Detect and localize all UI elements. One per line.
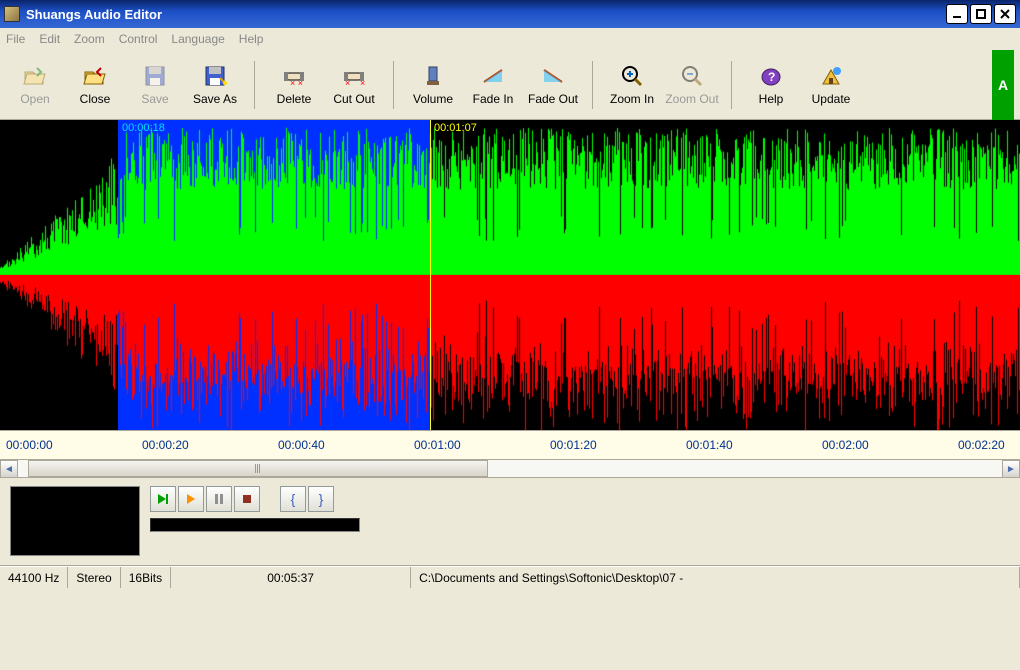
menubar: File Edit Zoom Control Language Help (0, 28, 1020, 50)
horizontal-scrollbar[interactable]: ◄ ► (0, 460, 1020, 478)
minimize-button[interactable] (946, 4, 968, 24)
pause-button[interactable] (206, 486, 232, 512)
toolbar-label: Fade In (473, 92, 514, 106)
close-button[interactable]: Close (66, 57, 124, 113)
app-icon (4, 6, 20, 22)
toolbar-label: Update (812, 92, 851, 106)
brace-left-button[interactable]: { (280, 486, 306, 512)
toolbar-label: Volume (413, 92, 453, 106)
playback-progress[interactable] (150, 518, 360, 532)
toolbar-label: Zoom Out (665, 92, 718, 106)
disk-icon (143, 64, 167, 88)
folder-open-icon (23, 64, 47, 88)
svg-text:×: × (345, 78, 350, 88)
timeline-tick: 00:00:40 (278, 438, 325, 452)
open-button: Open (6, 57, 64, 113)
toolbar-label: Cut Out (333, 92, 374, 106)
toolbar: OpenCloseSaveSave As× ×Delete××Cut OutVo… (0, 50, 1020, 120)
toolbar-label: Delete (277, 92, 312, 106)
play-sel-button[interactable] (150, 486, 176, 512)
timeline-tick: 00:02:00 (822, 438, 869, 452)
save-as-button[interactable]: Save As (186, 57, 244, 113)
playback-panel: {} (0, 478, 1020, 566)
play-button[interactable] (178, 486, 204, 512)
status-duration: 00:05:37 (171, 567, 411, 588)
status-filepath: C:\Documents and Settings\Softonic\Deskt… (411, 567, 1020, 588)
save-button: Save (126, 57, 184, 113)
status-sample-rate: 44100 Hz (0, 567, 68, 588)
toolbar-label: Save As (193, 92, 237, 106)
volume-button[interactable]: Volume (404, 57, 462, 113)
volume-icon (421, 64, 445, 88)
toolbar-label: Help (759, 92, 784, 106)
stop-button[interactable] (234, 486, 260, 512)
cutout-icon: ×× (342, 64, 366, 88)
toolbar-separator (592, 61, 593, 109)
cut-out-button[interactable]: ××Cut Out (325, 57, 383, 113)
timeline-tick: 00:01:40 (686, 438, 733, 452)
svg-text:×: × (360, 78, 365, 88)
toolbar-label: Close (80, 92, 111, 106)
help-button[interactable]: ? Help (742, 57, 800, 113)
menu-file[interactable]: File (6, 32, 25, 46)
fade-out-button[interactable]: Fade Out (524, 57, 582, 113)
status-bits: 16Bits (121, 567, 171, 588)
maximize-button[interactable] (970, 4, 992, 24)
timeline-tick: 00:00:00 (6, 438, 53, 452)
help-icon: ? (759, 64, 783, 88)
timeline-tick: 00:01:00 (414, 438, 461, 452)
toolbar-separator (393, 61, 394, 109)
toolbar-label: Save (141, 92, 168, 106)
timeline-tick: 00:00:20 (142, 438, 189, 452)
svg-text:× ×: × × (290, 78, 303, 88)
folder-close-icon (83, 64, 107, 88)
scroll-track[interactable] (18, 460, 1002, 477)
scroll-left-button[interactable]: ◄ (0, 460, 18, 478)
menu-zoom[interactable]: Zoom (74, 32, 105, 46)
playback-buttons: {} (150, 486, 360, 512)
menu-control[interactable]: Control (119, 32, 158, 46)
waveform-display[interactable]: 00:00:18 00:01:07 (0, 120, 1020, 430)
status-channels: Stereo (68, 567, 120, 588)
delete-icon: × × (282, 64, 306, 88)
fadeout-icon (541, 64, 565, 88)
toolbar-separator (731, 61, 732, 109)
menu-help[interactable]: Help (239, 32, 264, 46)
fadein-icon (481, 64, 505, 88)
update-icon (819, 64, 843, 88)
zoom-in-button[interactable]: Zoom In (603, 57, 661, 113)
toolbar-label: Fade Out (528, 92, 578, 106)
selection-start-label: 00:00:18 (122, 122, 165, 134)
zoomin-icon (620, 64, 644, 88)
toolbar-label: Zoom In (610, 92, 654, 106)
selection-end-label: 00:01:07 (434, 122, 477, 134)
scroll-right-button[interactable]: ► (1002, 460, 1020, 478)
brace-right-button[interactable]: } (308, 486, 334, 512)
window-title: Shuangs Audio Editor (26, 7, 946, 22)
toolbar-label: Open (20, 92, 49, 106)
close-button[interactable] (994, 4, 1016, 24)
timeline[interactable]: 00:00:00 00:00:20 00:00:40 00:01:00 00:01:20… (0, 430, 1020, 460)
delete-button[interactable]: × × Delete (265, 57, 323, 113)
svg-text:?: ? (768, 70, 775, 84)
banner[interactable]: A (992, 50, 1014, 120)
titlebar[interactable]: Shuangs Audio Editor (0, 0, 1020, 28)
timeline-tick: 00:01:20 (550, 438, 597, 452)
fade-in-button[interactable]: Fade In (464, 57, 522, 113)
waveform-baseline (0, 275, 1020, 276)
statusbar: 44100 Hz Stereo 16Bits 00:05:37 C:\Docum… (0, 566, 1020, 588)
playback-cursor[interactable] (430, 120, 431, 430)
scroll-thumb[interactable] (28, 460, 488, 477)
update-button[interactable]: Update (802, 57, 860, 113)
timeline-tick: 00:02:20 (958, 438, 1005, 452)
menu-edit[interactable]: Edit (39, 32, 60, 46)
menu-language[interactable]: Language (171, 32, 224, 46)
zoomout-icon (680, 64, 704, 88)
mini-preview (10, 486, 140, 556)
toolbar-separator (254, 61, 255, 109)
zoom-out-button: Zoom Out (663, 57, 721, 113)
disk-as-icon (203, 64, 227, 88)
